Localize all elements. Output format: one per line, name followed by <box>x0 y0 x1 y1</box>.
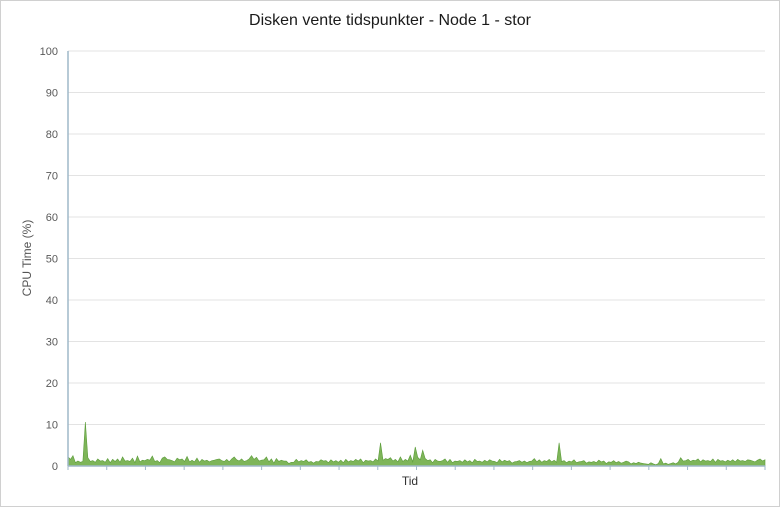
y-tick-label: 10 <box>46 420 58 432</box>
y-tick-label: 90 <box>46 88 58 100</box>
y-tick-label: 60 <box>46 212 58 224</box>
y-tick-label: 80 <box>46 129 58 141</box>
chart-title: Disken vente tidspunkter - Node 1 - stor <box>249 12 531 29</box>
y-tick-label: 40 <box>46 295 58 307</box>
y-tick-label: 70 <box>46 171 58 183</box>
y-tick-label: 0 <box>52 461 58 473</box>
x-axis-label: Tid <box>401 474 419 488</box>
y-tick-label: 30 <box>46 337 58 349</box>
y-tick-label: 50 <box>46 254 58 266</box>
y-tick-label: 100 <box>40 46 58 58</box>
y-tick-label: 20 <box>46 378 58 390</box>
series-area <box>67 421 766 467</box>
